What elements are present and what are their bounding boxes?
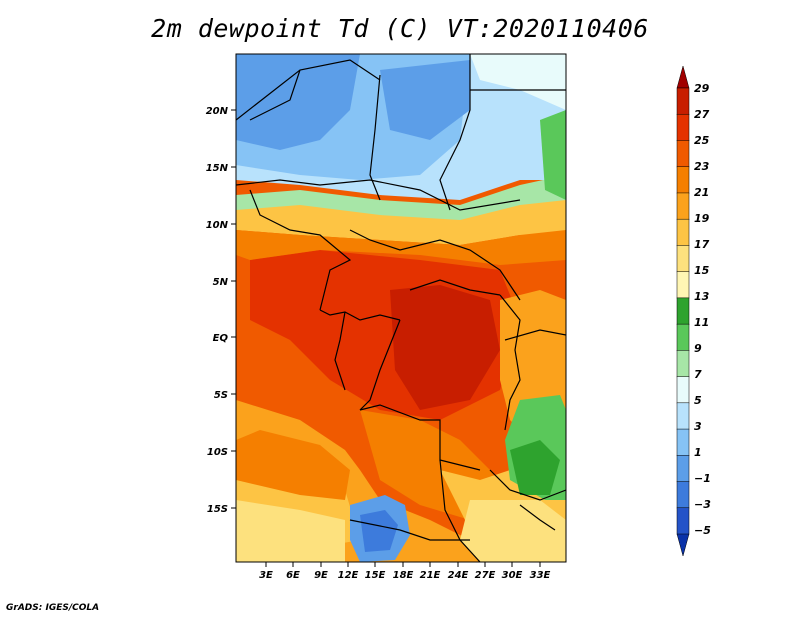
lon-label: 3E (259, 570, 273, 581)
colorbar-label: 9 (694, 342, 702, 355)
grads-credit: GrADS: IGES/COLA (6, 603, 100, 613)
lon-label: 33E (530, 570, 551, 581)
lat-label: 15S (207, 504, 228, 515)
lat-label: EQ (213, 333, 229, 344)
colorbar-segment (676, 245, 690, 273)
lat-label: 15N (206, 163, 229, 174)
colorbar-label: 5 (694, 394, 702, 407)
colorbar-segment (676, 507, 690, 535)
colorbar-segment (676, 218, 690, 246)
lat-label: 10S (207, 447, 228, 458)
colorbar-segment (676, 113, 690, 142)
colorbar-segment (676, 323, 690, 351)
colorbar-segment (676, 140, 690, 168)
colorbar-segment (676, 350, 690, 378)
map-frame (235, 53, 567, 563)
colorbar-segment (676, 192, 690, 220)
colorbar-segment (676, 428, 690, 456)
colorbar-label: 27 (694, 108, 710, 121)
colorbar-segment (676, 455, 690, 483)
colorbar-segment (676, 271, 690, 299)
lon-label: 27E (475, 570, 496, 581)
colorbar-segment (676, 166, 690, 194)
colorbar-label: −1 (694, 472, 711, 485)
lat-label: 5N (213, 277, 229, 288)
colorbar-label: −3 (694, 498, 711, 511)
colorbar-segment (676, 481, 690, 509)
colorbar-segment (676, 297, 690, 325)
colorbar-segment (676, 87, 690, 115)
colorbar-label: 19 (694, 212, 710, 225)
colorbar-label: −5 (694, 524, 711, 537)
colorbar-label: 15 (694, 264, 710, 277)
lon-label: 15E (365, 570, 386, 581)
lon-label: 6E (286, 570, 300, 581)
colorbar-segment (676, 402, 690, 430)
colorbar-segment (676, 376, 690, 404)
colorbar-segment (676, 533, 690, 557)
colorbar-label: 3 (694, 420, 702, 433)
colorbar-label: 11 (694, 316, 709, 329)
colorbar-label: 13 (694, 290, 710, 303)
colorbar-label: 1 (694, 446, 702, 459)
lat-label: 10N (206, 220, 229, 231)
colorbar-label: 7 (694, 368, 702, 381)
colorbar-segment (676, 65, 690, 89)
chart-title: 2m dewpoint Td (C) VT:2020110406 (151, 14, 649, 43)
lat-label: 20N (206, 106, 229, 117)
colorbar-label: 17 (694, 238, 710, 251)
colorbar-label: 25 (694, 134, 710, 147)
lon-label: 18E (393, 570, 414, 581)
colorbar-label: 29 (694, 82, 710, 95)
lon-label: 24E (448, 570, 469, 581)
lat-label: 5S (214, 390, 228, 401)
country-borders (236, 54, 566, 562)
lon-label: 21E (420, 570, 441, 581)
colorbar (676, 65, 690, 557)
lon-label: 9E (314, 570, 328, 581)
lon-label: 12E (338, 570, 359, 581)
dewpoint-field (236, 54, 566, 562)
colorbar-label: 23 (694, 160, 710, 173)
lon-label: 30E (502, 570, 523, 581)
colorbar-label: 21 (694, 186, 709, 199)
